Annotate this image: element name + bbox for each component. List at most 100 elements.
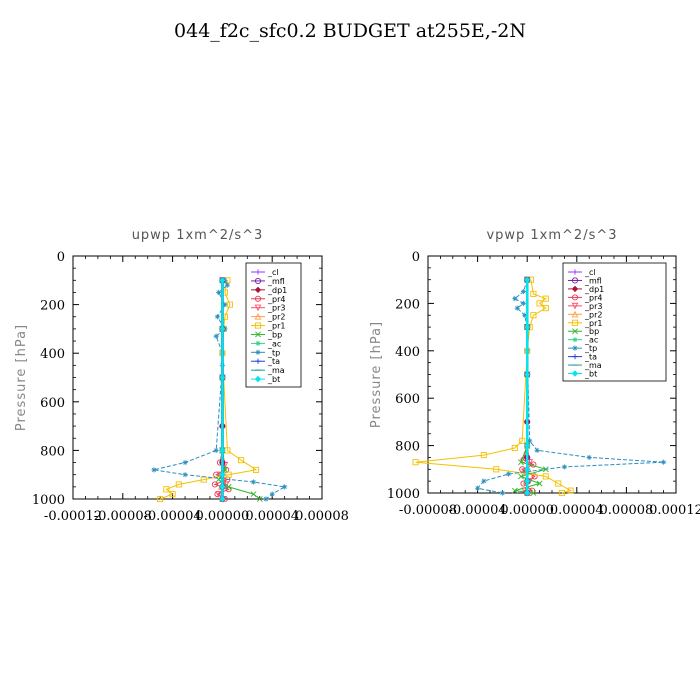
y-tick-label: 600 (395, 392, 420, 407)
series-group (151, 276, 288, 503)
legend-label: _tp (584, 344, 597, 353)
x-tick-label: -0.00004 (144, 509, 202, 524)
series-point-bt (219, 277, 226, 284)
series-point-tp (282, 484, 288, 490)
legend-label: _pr3 (584, 302, 602, 311)
series-point-pr1 (225, 471, 232, 478)
legend-marker (571, 370, 579, 377)
legend-label: _pr1 (267, 322, 285, 331)
chart-2: vpwp 1xm^2/s^3 Pressure [hPa] 0 200 400 600 80… (369, 228, 700, 518)
legend-label: _ac (584, 336, 598, 345)
series-point-bt (524, 442, 531, 449)
series-point-tp (527, 438, 533, 444)
y-axis-label: Pressure [hPa] (369, 321, 384, 428)
series-point-tp (263, 496, 269, 502)
x-tick-label: -0.00008 (94, 509, 152, 524)
series-point-pr1 (530, 312, 537, 319)
legend-label: _pr2 (267, 313, 285, 322)
series-point-bp (225, 483, 232, 490)
x-tick-label: 0.00000 (500, 503, 554, 518)
series-point-tp (481, 478, 487, 484)
y-tick-label: 400 (40, 347, 65, 362)
series-line-pr1 (415, 279, 572, 494)
series-point-bt (524, 466, 531, 473)
x-tick-label: -0.00008 (399, 503, 457, 518)
series-point-pr1 (536, 300, 543, 307)
x-tick-label: 0.00008 (600, 503, 654, 518)
legend-marker (572, 269, 578, 275)
series-point-pr4 (531, 473, 538, 480)
series-point-bt (524, 477, 531, 485)
legend-label: _bp (584, 327, 599, 336)
series-point-pr1 (480, 452, 487, 459)
y-tick-label: 1000 (387, 487, 420, 502)
series-point-tp (475, 485, 481, 491)
series-point-bt (219, 483, 226, 491)
series-point-tp (213, 333, 219, 339)
series-point-pr1 (238, 457, 245, 464)
legend-label: _ta (267, 357, 280, 366)
series-point-tp (216, 289, 222, 296)
legend-label: _pr2 (584, 310, 602, 319)
legend-label: _pr1 (584, 319, 602, 328)
series-point-bp (530, 490, 537, 496)
series-point-bt (219, 495, 226, 503)
legend-label: _pr3 (267, 304, 285, 313)
legend-label: _tp (267, 348, 280, 357)
series-group (412, 276, 667, 497)
x-tick-label: -0.00004 (449, 503, 507, 518)
series-point-pr3 (215, 491, 222, 498)
series-point-tp (250, 479, 257, 485)
series-point-tp (182, 459, 188, 466)
series-point-tp (151, 467, 157, 473)
legend-label: _pr4 (584, 293, 602, 302)
series-point-tp (586, 454, 592, 461)
series-point-bp (511, 487, 518, 494)
series-point-pr1 (542, 473, 549, 480)
series-point-pr4 (211, 481, 218, 488)
y-tick-label: 800 (40, 444, 65, 459)
legend-marker (571, 294, 579, 301)
series-point-pr1 (555, 480, 562, 487)
x-tick-label: 0.00004 (550, 503, 604, 518)
series-point-bp (250, 491, 257, 498)
series-point-tp (499, 490, 505, 496)
series-point-pr1 (157, 495, 164, 503)
y-tick-label: 400 (395, 345, 420, 360)
series-point-bt (524, 323, 531, 331)
series-point-tp (213, 447, 219, 453)
legend-label: _ma (584, 361, 602, 370)
legend-marker (254, 375, 262, 383)
series-point-tp (534, 447, 540, 453)
x-tick-label: 0.00000 (196, 509, 250, 524)
chart-title: vpwp 1xm^2/s^3 (486, 228, 617, 243)
legend-marker (571, 285, 579, 293)
series-point-bt (524, 276, 531, 283)
page-title: 044_f2c_sfc0.2 BUDGET at255E,-2N (174, 20, 526, 42)
legend-marker (571, 302, 579, 310)
legend-marker (254, 304, 262, 312)
legend-label: _mfl (267, 277, 285, 286)
legend-marker (572, 345, 578, 351)
series-point-tp (520, 300, 527, 306)
legend-label: _pr4 (267, 295, 285, 304)
series-point-bp (256, 496, 263, 502)
legend-marker (572, 337, 578, 343)
legend-label: _cl (267, 268, 279, 277)
series-line-pr1 (159, 280, 258, 500)
legend-marker (572, 354, 578, 360)
series-point-tp (224, 282, 230, 288)
series-point-pr1 (567, 487, 574, 494)
series-point-bt (524, 371, 531, 378)
legend-label: _dp1 (584, 285, 604, 294)
x-tick-label: 0.00004 (245, 509, 299, 524)
series-point-pr1 (519, 437, 526, 444)
legend-marker (255, 340, 261, 346)
legend-label: _dp1 (267, 286, 287, 295)
legend-marker (571, 319, 579, 326)
legend: _cl_mfl_dp1_pr4_pr3_pr2_pr1_bp_ac_tp_ta_… (245, 262, 302, 388)
series-point-tp (512, 296, 518, 302)
legend-marker (254, 286, 262, 294)
series-point-tp (661, 459, 667, 465)
